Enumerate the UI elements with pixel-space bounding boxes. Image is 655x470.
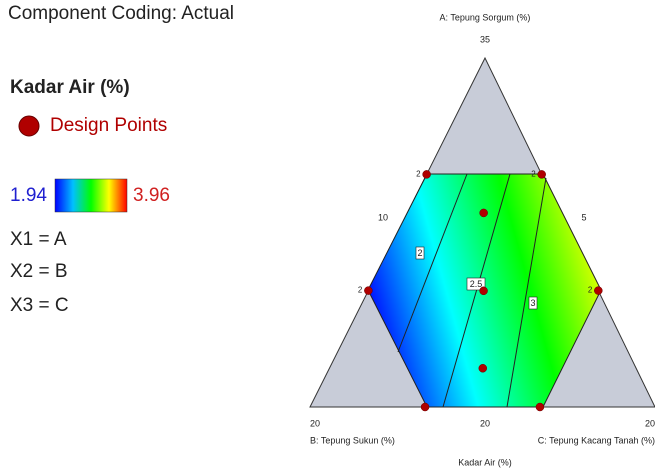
design-point — [422, 170, 431, 179]
contour-label: 3 — [530, 298, 535, 308]
x-axis-title: Kadar Air (%) — [458, 457, 512, 467]
tick-label: 5 — [581, 212, 586, 222]
design-point — [420, 402, 430, 412]
coding-title: Component Coding: Actual — [8, 3, 234, 24]
tick-label: 20 — [310, 418, 320, 428]
colorbar-max: 3.96 — [133, 185, 170, 206]
replicate-label: 2 — [588, 286, 593, 295]
contour-line — [397, 173, 468, 353]
axis-label: C: Tepung Kacang Tanah (%) — [538, 435, 655, 445]
contour-label: 2 — [417, 248, 422, 258]
response-title: Kadar Air (%) — [10, 77, 130, 98]
design-point — [479, 208, 488, 218]
contour-label: 2.5 — [470, 279, 483, 289]
contour-label-box — [528, 296, 538, 310]
axis-label: B: Tepung Sukun (%) — [310, 435, 395, 445]
tick-label: 10 — [378, 212, 388, 222]
replicate-label: 2 — [531, 170, 536, 179]
tick-label: 20 — [480, 418, 490, 428]
tick-label: 35 — [480, 34, 490, 44]
replicate-label: 2 — [358, 286, 363, 295]
contour-label-box — [466, 277, 486, 291]
contour-line — [506, 177, 547, 408]
design-point — [537, 170, 546, 179]
contour-label-box — [415, 246, 425, 260]
design-point — [478, 364, 488, 373]
coding-line: X2 = B — [10, 261, 68, 282]
tick-label: 20 — [645, 418, 655, 428]
design-point — [535, 402, 545, 412]
colorbar-min: 1.94 — [10, 185, 47, 206]
legend-marker — [18, 115, 40, 137]
replicate-label: 2 — [416, 170, 421, 179]
design-point — [594, 286, 603, 295]
axis-label: A: Tepung Sorgum (%) — [440, 12, 531, 22]
coding-line: X1 = A — [10, 229, 67, 250]
legend-label: Design Points — [50, 115, 167, 136]
coding-line: X3 = C — [10, 295, 69, 316]
design-point — [479, 286, 488, 296]
contour-line — [442, 173, 511, 408]
design-point — [364, 286, 373, 295]
colorbar — [54, 178, 128, 213]
